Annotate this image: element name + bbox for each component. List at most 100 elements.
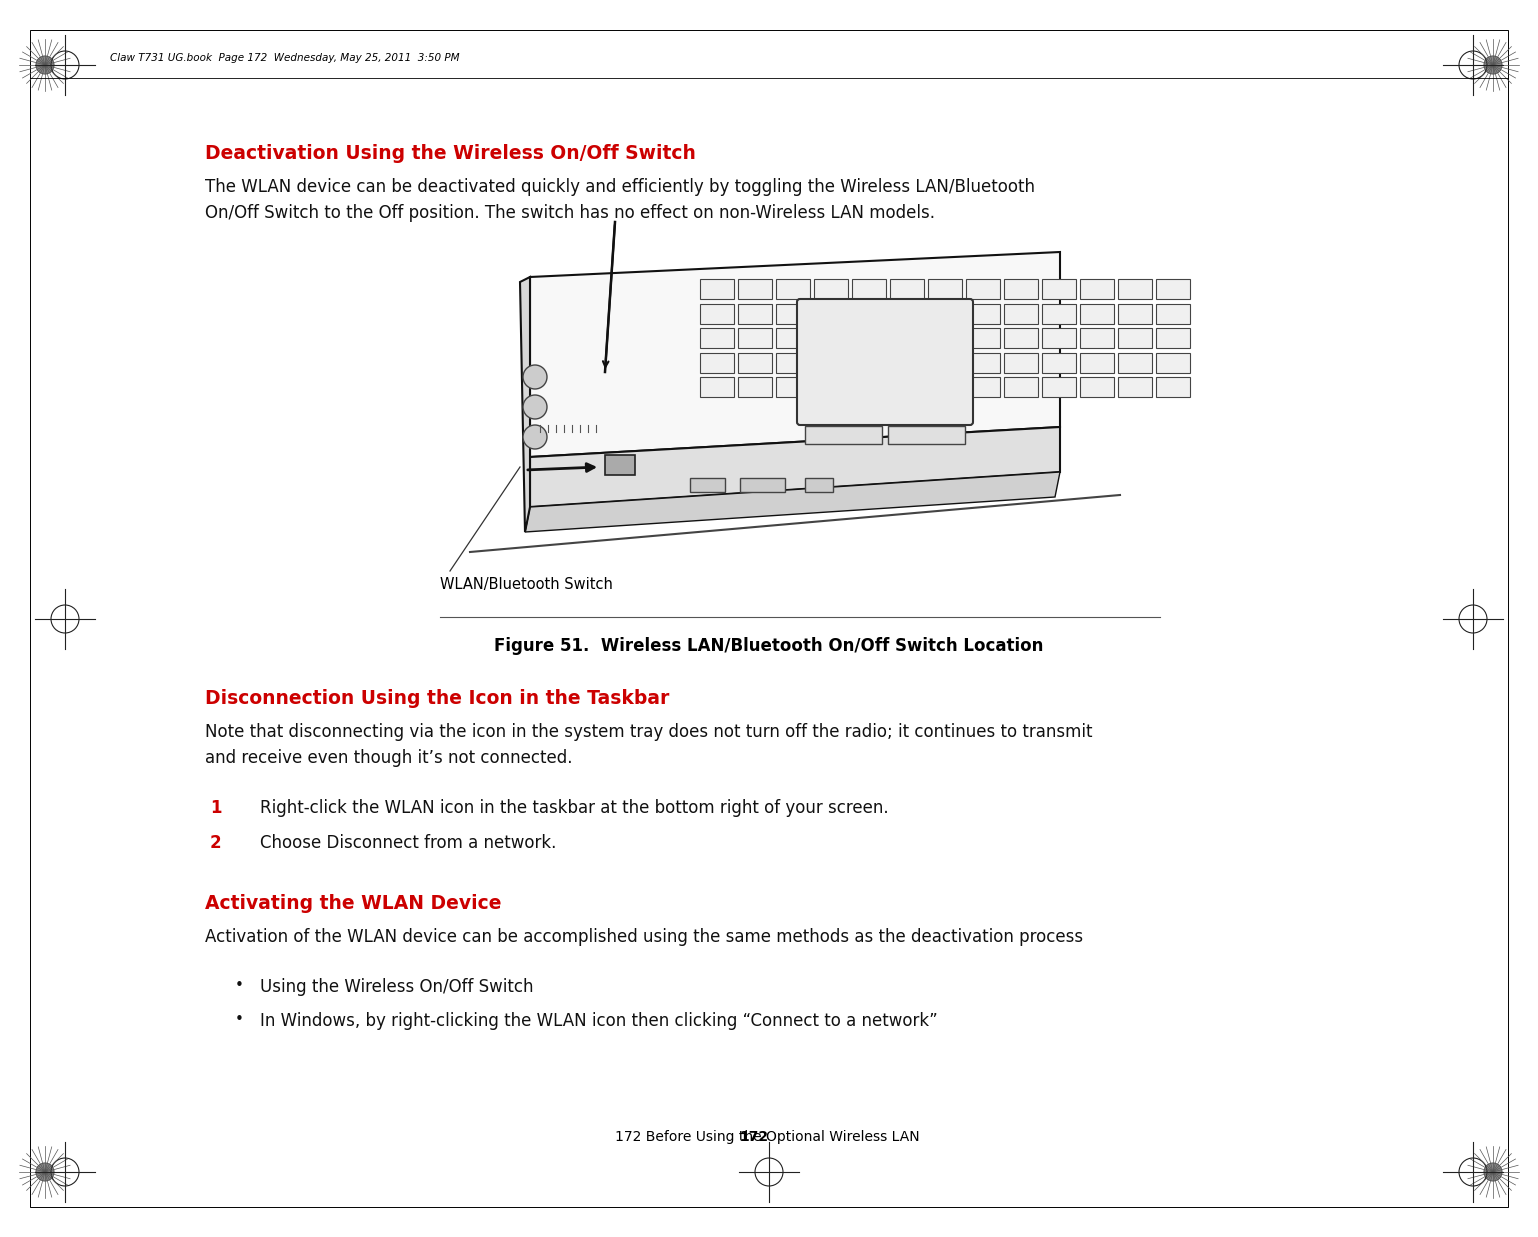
Text: 172 Before Using the Optional Wireless LAN: 172 Before Using the Optional Wireless L… <box>615 1131 920 1144</box>
Text: In Windows, by right-clicking the WLAN icon then clicking “Connect to a network”: In Windows, by right-clicking the WLAN i… <box>260 1012 938 1030</box>
Bar <box>1004 280 1038 299</box>
Text: 172: 172 <box>740 1131 769 1144</box>
Bar <box>1043 328 1077 348</box>
Bar <box>927 280 961 299</box>
Bar <box>852 303 886 324</box>
Bar <box>1004 328 1038 348</box>
Bar <box>927 328 961 348</box>
Bar <box>852 377 886 397</box>
Bar <box>887 426 964 444</box>
Bar <box>927 377 961 397</box>
Bar <box>777 328 811 348</box>
Circle shape <box>1484 1163 1503 1181</box>
Bar <box>738 328 772 348</box>
Bar <box>1004 303 1038 324</box>
Bar <box>1157 280 1190 299</box>
Circle shape <box>35 1163 54 1181</box>
Text: On/Off Switch to the Off position. The switch has no effect on non-Wireless LAN : On/Off Switch to the Off position. The s… <box>205 204 935 221</box>
Text: Using the Wireless On/Off Switch: Using the Wireless On/Off Switch <box>260 978 534 996</box>
Bar <box>804 426 881 444</box>
Text: 1: 1 <box>211 799 221 816</box>
Bar <box>804 477 834 492</box>
Bar <box>927 353 961 372</box>
Bar <box>1157 328 1190 348</box>
Bar <box>814 377 847 397</box>
Text: Activation of the WLAN device can be accomplished using the same methods as the : Activation of the WLAN device can be acc… <box>205 928 1083 946</box>
Bar <box>966 353 1000 372</box>
Bar <box>966 303 1000 324</box>
Bar <box>700 328 734 348</box>
Text: and receive even though it’s not connected.: and receive even though it’s not connect… <box>205 748 572 767</box>
Bar <box>1118 377 1152 397</box>
Bar <box>604 455 635 475</box>
Bar <box>1157 353 1190 372</box>
Bar <box>1043 353 1077 372</box>
Bar <box>852 353 886 372</box>
Text: Figure 51.  Wireless LAN/Bluetooth On/Off Switch Location: Figure 51. Wireless LAN/Bluetooth On/Off… <box>494 637 1044 656</box>
Circle shape <box>523 365 548 388</box>
Text: Right-click the WLAN icon in the taskbar at the bottom right of your screen.: Right-click the WLAN icon in the taskbar… <box>260 799 889 816</box>
Bar <box>891 328 924 348</box>
Polygon shape <box>531 252 1060 456</box>
Bar <box>691 477 724 492</box>
Bar <box>814 280 847 299</box>
Bar <box>1157 303 1190 324</box>
Text: Note that disconnecting via the icon in the system tray does not turn off the ra: Note that disconnecting via the icon in … <box>205 722 1092 741</box>
Bar <box>1157 377 1190 397</box>
Bar <box>966 328 1000 348</box>
Bar <box>1080 353 1114 372</box>
Bar <box>1004 353 1038 372</box>
Bar <box>700 303 734 324</box>
Bar <box>777 377 811 397</box>
Bar <box>966 377 1000 397</box>
Bar <box>1080 377 1114 397</box>
Bar <box>814 303 847 324</box>
Text: Deactivation Using the Wireless On/Off Switch: Deactivation Using the Wireless On/Off S… <box>205 143 695 163</box>
Bar <box>1043 280 1077 299</box>
Text: 2: 2 <box>211 834 221 852</box>
Text: WLAN/Bluetooth Switch: WLAN/Bluetooth Switch <box>440 576 612 593</box>
Bar <box>891 353 924 372</box>
Bar <box>777 353 811 372</box>
Bar <box>738 353 772 372</box>
Text: Disconnection Using the Icon in the Taskbar: Disconnection Using the Icon in the Task… <box>205 689 669 708</box>
Polygon shape <box>524 473 1060 532</box>
Bar <box>966 280 1000 299</box>
Bar <box>891 377 924 397</box>
Bar <box>740 477 784 492</box>
Circle shape <box>1484 56 1503 74</box>
Bar <box>814 328 847 348</box>
Bar <box>777 303 811 324</box>
Polygon shape <box>531 427 1060 507</box>
Bar <box>1118 280 1152 299</box>
Bar <box>1080 280 1114 299</box>
Bar <box>1080 303 1114 324</box>
Bar <box>700 353 734 372</box>
Bar <box>1043 377 1077 397</box>
Bar <box>1118 328 1152 348</box>
Bar <box>777 280 811 299</box>
Bar <box>891 280 924 299</box>
Bar <box>852 328 886 348</box>
Circle shape <box>523 395 548 419</box>
Bar <box>814 353 847 372</box>
Circle shape <box>523 426 548 449</box>
Bar <box>1043 303 1077 324</box>
Bar <box>738 377 772 397</box>
FancyBboxPatch shape <box>797 299 974 426</box>
Bar <box>852 280 886 299</box>
Text: •: • <box>235 978 245 993</box>
Bar <box>891 303 924 324</box>
Polygon shape <box>520 277 531 532</box>
Bar <box>1118 353 1152 372</box>
Bar <box>1004 377 1038 397</box>
Text: Claw T731 UG.book  Page 172  Wednesday, May 25, 2011  3:50 PM: Claw T731 UG.book Page 172 Wednesday, Ma… <box>111 53 460 63</box>
Bar <box>700 280 734 299</box>
Text: •: • <box>235 1012 245 1027</box>
Bar <box>927 303 961 324</box>
Bar <box>1118 303 1152 324</box>
Circle shape <box>35 56 54 74</box>
Bar <box>700 377 734 397</box>
Text: Activating the WLAN Device: Activating the WLAN Device <box>205 894 501 913</box>
Text: The WLAN device can be deactivated quickly and efficiently by toggling the Wirel: The WLAN device can be deactivated quick… <box>205 178 1035 195</box>
